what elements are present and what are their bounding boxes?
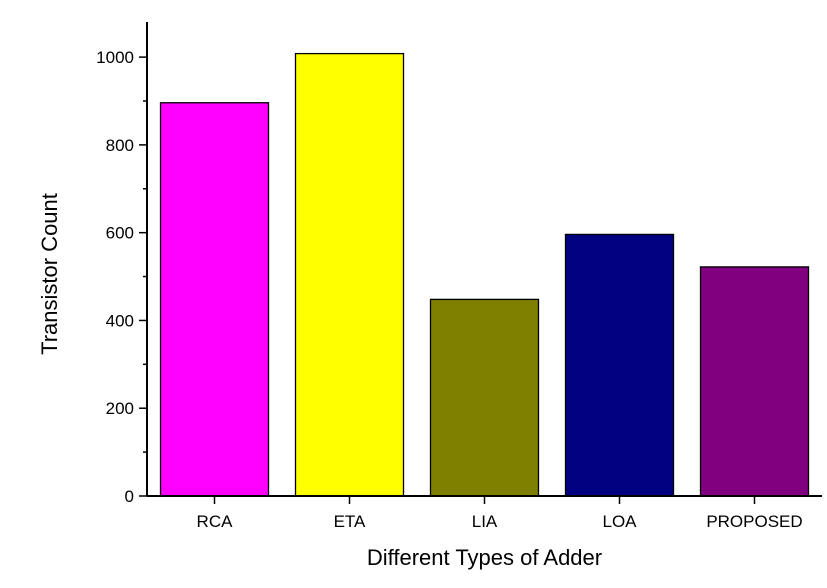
y-axis-title: Transistor Count — [37, 193, 62, 355]
x-tick-label-proposed: PROPOSED — [706, 512, 802, 531]
bar-eta — [294, 52, 405, 497]
x-tick-label-eta: ETA — [334, 512, 366, 531]
y-tick-label: 1000 — [96, 48, 134, 67]
x-tick-label-lia: LIA — [472, 512, 498, 531]
x-axis-ticks: RCA ETA LIA LOA PROPOSED — [197, 496, 803, 531]
bar-lia — [429, 298, 540, 497]
y-tick-label: 200 — [106, 399, 134, 418]
y-tick-label: 600 — [106, 224, 134, 243]
x-tick-label-rca: RCA — [197, 512, 234, 531]
y-axis-ticks: 0 200 400 600 800 1000 — [96, 48, 147, 506]
x-axis-title: Different Types of Adder — [367, 545, 602, 570]
bar-rca — [159, 102, 270, 497]
bar-proposed — [699, 266, 810, 497]
y-tick-label: 0 — [125, 487, 134, 506]
x-tick-label-loa: LOA — [602, 512, 637, 531]
bars-group — [159, 52, 810, 497]
y-tick-label: 400 — [106, 311, 134, 330]
bar-loa — [564, 233, 675, 497]
y-tick-label: 800 — [106, 136, 134, 155]
